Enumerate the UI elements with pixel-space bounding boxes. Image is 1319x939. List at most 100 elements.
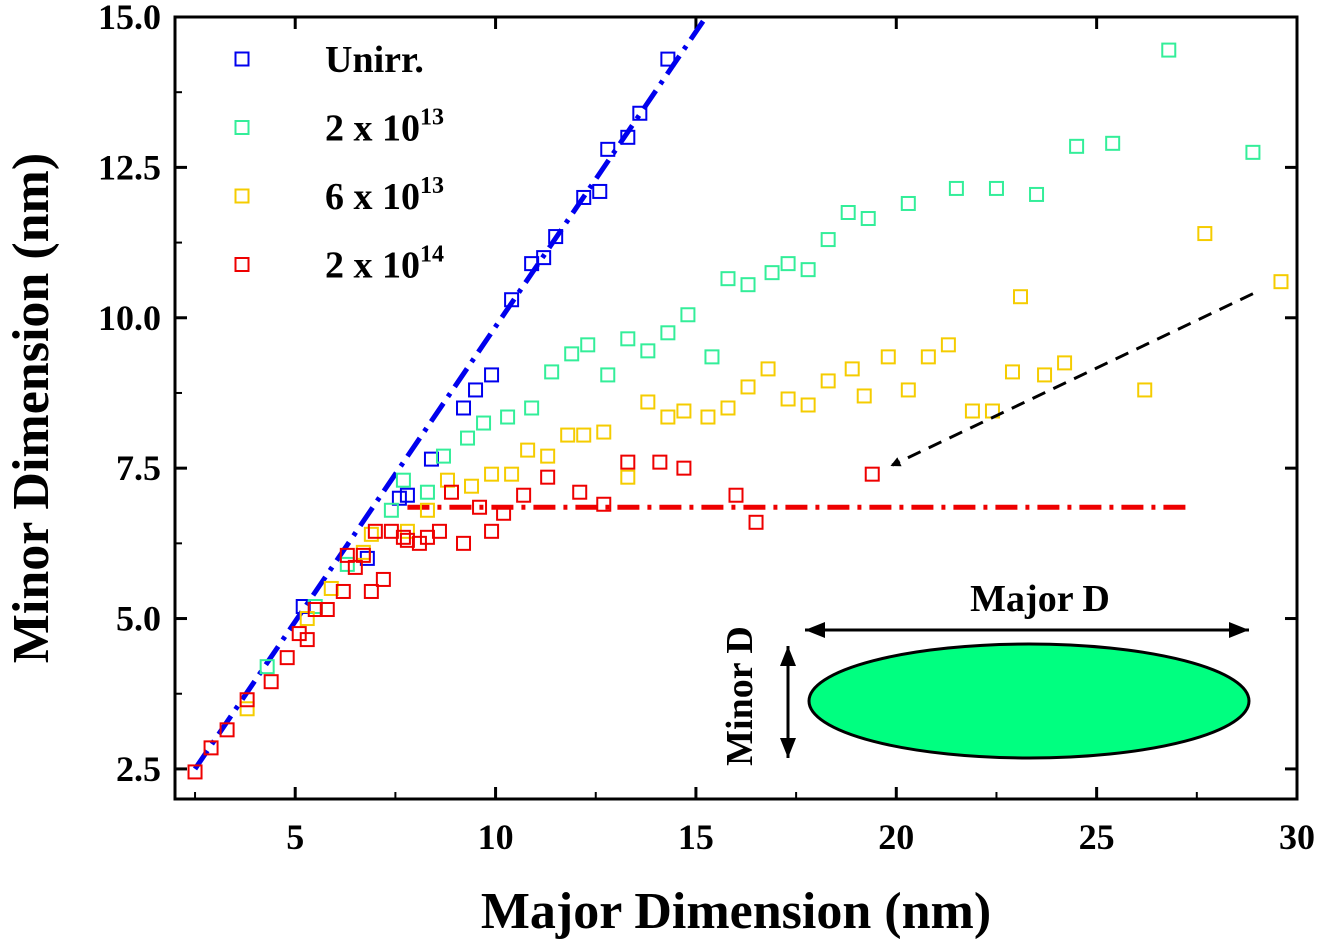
data-point	[800, 397, 816, 413]
data-point	[504, 466, 520, 482]
data-point	[339, 547, 355, 563]
data-point	[704, 349, 720, 365]
legend-label-base: 2 x 10	[325, 108, 420, 150]
data-point	[940, 337, 956, 353]
y-tick-label: 7.5	[116, 448, 161, 488]
data-point	[844, 361, 860, 377]
data-point	[484, 466, 500, 482]
legend-label-exponent: 13	[420, 173, 444, 199]
data-point	[187, 764, 203, 780]
data-point	[319, 602, 335, 618]
data-point	[596, 424, 612, 440]
data-point	[1004, 364, 1020, 380]
data-point	[299, 632, 315, 648]
data-point	[1105, 135, 1121, 151]
data-point	[840, 205, 856, 220]
y-tick-label: 15.0	[98, 0, 161, 37]
data-point	[476, 415, 492, 431]
minor-d-arrowhead-bottom	[780, 738, 796, 758]
legend-label: 2 x 1014	[325, 242, 444, 287]
data-point	[620, 129, 636, 145]
data-point	[299, 611, 315, 627]
data-point	[548, 229, 564, 245]
data-point	[620, 454, 636, 470]
data-point	[764, 265, 780, 281]
data-markers	[187, 42, 1289, 780]
data-point	[500, 409, 516, 425]
data-point	[1069, 138, 1085, 154]
data-point	[780, 256, 796, 272]
data-point	[680, 307, 696, 323]
annotations	[890, 292, 1254, 467]
data-point	[580, 337, 596, 353]
y-axis-label: Minor Dimension (nm)	[3, 153, 60, 663]
data-point	[700, 409, 716, 425]
data-point	[339, 556, 355, 572]
data-point	[431, 523, 447, 539]
data-point	[880, 349, 896, 365]
legend-label-base: Unirr.	[325, 39, 424, 81]
plot-frame	[173, 15, 1299, 801]
y-tick-label: 2.5	[116, 749, 161, 789]
x-tick-label: 10	[478, 817, 514, 857]
data-point	[472, 499, 488, 515]
data-point	[496, 505, 512, 521]
data-point	[620, 331, 636, 347]
data-point	[640, 343, 656, 359]
legend-label-exponent: 14	[420, 242, 444, 268]
data-point	[576, 427, 592, 443]
data-point	[740, 379, 756, 395]
data-point	[391, 490, 407, 506]
data-point	[600, 367, 616, 383]
x-axis-label: Major Dimension (nm)	[481, 883, 991, 939]
legend-label: 2 x 1013	[325, 105, 444, 150]
data-point	[279, 650, 295, 666]
data-point	[363, 583, 379, 599]
x-tick-label: 20	[878, 817, 914, 857]
data-point	[435, 448, 451, 464]
data-point	[572, 484, 588, 500]
plot-area	[173, 15, 1299, 801]
data-point	[560, 427, 576, 443]
legend-marker	[234, 188, 250, 204]
data-point	[540, 469, 556, 485]
data-point	[540, 448, 556, 464]
data-point	[464, 478, 480, 494]
data-point	[676, 460, 692, 476]
data-point	[820, 373, 836, 389]
major-d-arrowhead-left	[805, 622, 825, 638]
data-point	[1013, 289, 1029, 305]
data-point	[1057, 355, 1073, 371]
inset-ellipse	[807, 642, 1251, 760]
data-point	[748, 514, 764, 530]
data-point	[363, 526, 379, 542]
data-point	[652, 454, 668, 470]
data-point	[456, 400, 472, 416]
major-d-label: Major D	[970, 578, 1110, 620]
data-point	[660, 51, 676, 67]
x-tick-label: 30	[1279, 817, 1315, 857]
y-tick-label: 12.5	[98, 147, 161, 187]
data-point	[676, 403, 692, 419]
data-point	[592, 183, 608, 199]
x-tick-label: 5	[286, 817, 304, 857]
data-point	[1197, 226, 1213, 242]
data-point	[383, 502, 399, 518]
data-point	[660, 409, 676, 425]
legend-marker	[234, 257, 250, 272]
data-point	[443, 484, 459, 500]
x-tick-label: 25	[1079, 817, 1115, 857]
data-point	[632, 105, 648, 121]
legend-marker	[234, 51, 250, 67]
data-point	[1245, 144, 1261, 160]
data-point	[820, 232, 836, 248]
data-point	[596, 496, 612, 512]
data-point	[375, 571, 391, 587]
data-point	[1137, 382, 1153, 398]
data-point	[1273, 274, 1289, 290]
data-point	[760, 361, 776, 377]
data-point	[484, 523, 500, 539]
data-point	[920, 349, 936, 365]
